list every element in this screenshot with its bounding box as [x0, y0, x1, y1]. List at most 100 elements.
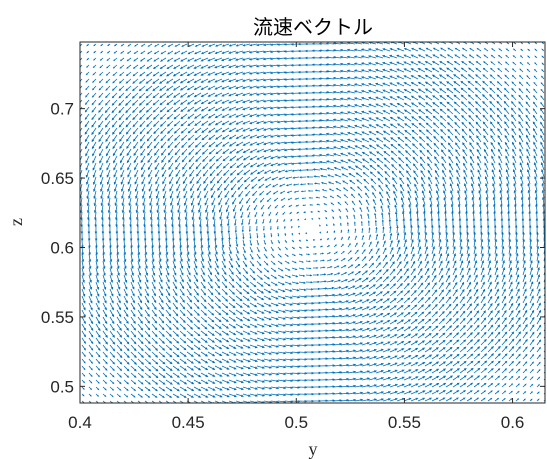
velocity-arrow: [533, 162, 538, 171]
velocity-arrow: [215, 148, 223, 155]
velocity-arrow: [139, 64, 146, 69]
velocity-arrow: [304, 126, 314, 130]
velocity-arrow: [424, 325, 432, 332]
velocity-arrow: [519, 169, 524, 178]
velocity-arrow: [186, 246, 190, 256]
velocity-arrow: [473, 390, 480, 395]
velocity-arrow: [406, 170, 412, 178]
velocity-arrow: [95, 246, 98, 256]
velocity-arrow: [332, 49, 342, 52]
velocity-arrow: [269, 43, 279, 46]
velocity-arrow: [452, 224, 455, 234]
velocity-arrow: [266, 190, 272, 195]
velocity-arrow: [333, 244, 338, 248]
velocity-arrow: [320, 174, 328, 178]
velocity-arrow: [333, 279, 341, 283]
velocity-arrow: [235, 288, 243, 295]
velocity-arrow: [411, 122, 419, 129]
velocity-arrow: [326, 343, 336, 346]
velocity-arrow: [176, 183, 181, 192]
velocity-arrow: [94, 232, 98, 242]
velocity-arrow: [508, 324, 514, 332]
velocity-arrow: [438, 354, 446, 360]
velocity-arrow: [397, 136, 405, 143]
velocity-arrow: [311, 56, 321, 60]
velocity-arrow: [333, 378, 343, 381]
velocity-arrow: [151, 323, 158, 331]
velocity-arrow: [487, 245, 491, 255]
velocity-arrow: [462, 148, 468, 157]
velocity-arrow: [158, 351, 166, 358]
velocity-arrow: [382, 110, 391, 115]
velocity-arrow: [200, 379, 209, 384]
velocity-arrow: [131, 85, 139, 92]
velocity-arrow: [437, 217, 441, 227]
velocity-arrow: [277, 274, 285, 279]
velocity-arrow: [389, 283, 397, 290]
velocity-arrow: [291, 253, 296, 257]
velocity-arrow: [290, 92, 300, 95]
velocity-arrow: [186, 365, 195, 371]
velocity-arrow: [161, 169, 167, 178]
velocity-arrow: [165, 232, 168, 242]
velocity-arrow: [81, 379, 85, 384]
velocity-arrow: [158, 358, 166, 365]
velocity-arrow: [313, 399, 322, 403]
velocity-arrow: [109, 260, 113, 270]
velocity-arrow: [172, 239, 175, 249]
velocity-arrow: [382, 348, 391, 353]
velocity-arrow: [527, 169, 531, 178]
velocity-arrow: [431, 253, 436, 262]
velocity-arrow: [431, 81, 440, 87]
velocity-arrow: [277, 260, 283, 265]
velocity-arrow: [288, 204, 293, 208]
velocity-arrow: [262, 78, 272, 82]
velocity-arrow: [186, 358, 194, 364]
velocity-arrow: [434, 169, 440, 178]
velocity-arrow: [95, 379, 100, 384]
velocity-arrow: [88, 281, 93, 290]
velocity-arrow: [235, 141, 244, 147]
velocity-arrow: [529, 368, 534, 374]
velocity-arrow: [159, 106, 167, 113]
velocity-arrow: [361, 249, 366, 255]
velocity-arrow: [183, 183, 188, 192]
velocity-arrow: [153, 120, 160, 127]
velocity-arrow: [340, 258, 346, 262]
velocity-arrow: [333, 223, 335, 227]
velocity-arrow: [368, 391, 378, 395]
velocity-arrow: [442, 183, 447, 192]
velocity-arrow: [340, 399, 350, 402]
velocity-arrow: [98, 134, 104, 143]
velocity-arrow: [417, 390, 426, 395]
velocity-arrow: [541, 75, 545, 80]
velocity-arrow: [424, 238, 428, 248]
velocity-arrow: [193, 239, 197, 249]
velocity-arrow: [133, 50, 139, 55]
velocity-arrow: [501, 288, 506, 297]
velocity-arrow: [354, 138, 363, 143]
velocity-arrow: [375, 262, 382, 269]
velocity-arrow: [494, 245, 498, 255]
velocity-arrow: [249, 393, 259, 397]
velocity-arrow: [359, 206, 363, 213]
velocity-arrow: [228, 134, 237, 140]
velocity-arrow: [440, 128, 447, 136]
velocity-arrow: [223, 176, 230, 184]
velocity-arrow: [153, 50, 160, 55]
velocity-arrow: [513, 182, 517, 192]
velocity-arrow: [321, 189, 328, 192]
velocity-arrow: [347, 328, 357, 332]
velocity-arrow: [95, 337, 101, 345]
velocity-arrow: [528, 210, 531, 220]
velocity-arrow: [165, 281, 170, 290]
velocity-arrow: [221, 372, 230, 377]
velocity-arrow: [476, 141, 482, 150]
velocity-arrow: [242, 43, 251, 47]
velocity-arrow: [454, 54, 461, 59]
velocity-arrow: [263, 246, 267, 252]
velocity-arrow: [179, 71, 188, 77]
velocity-arrow: [86, 64, 90, 68]
velocity-arrow: [418, 102, 426, 108]
velocity-arrow: [385, 184, 391, 192]
